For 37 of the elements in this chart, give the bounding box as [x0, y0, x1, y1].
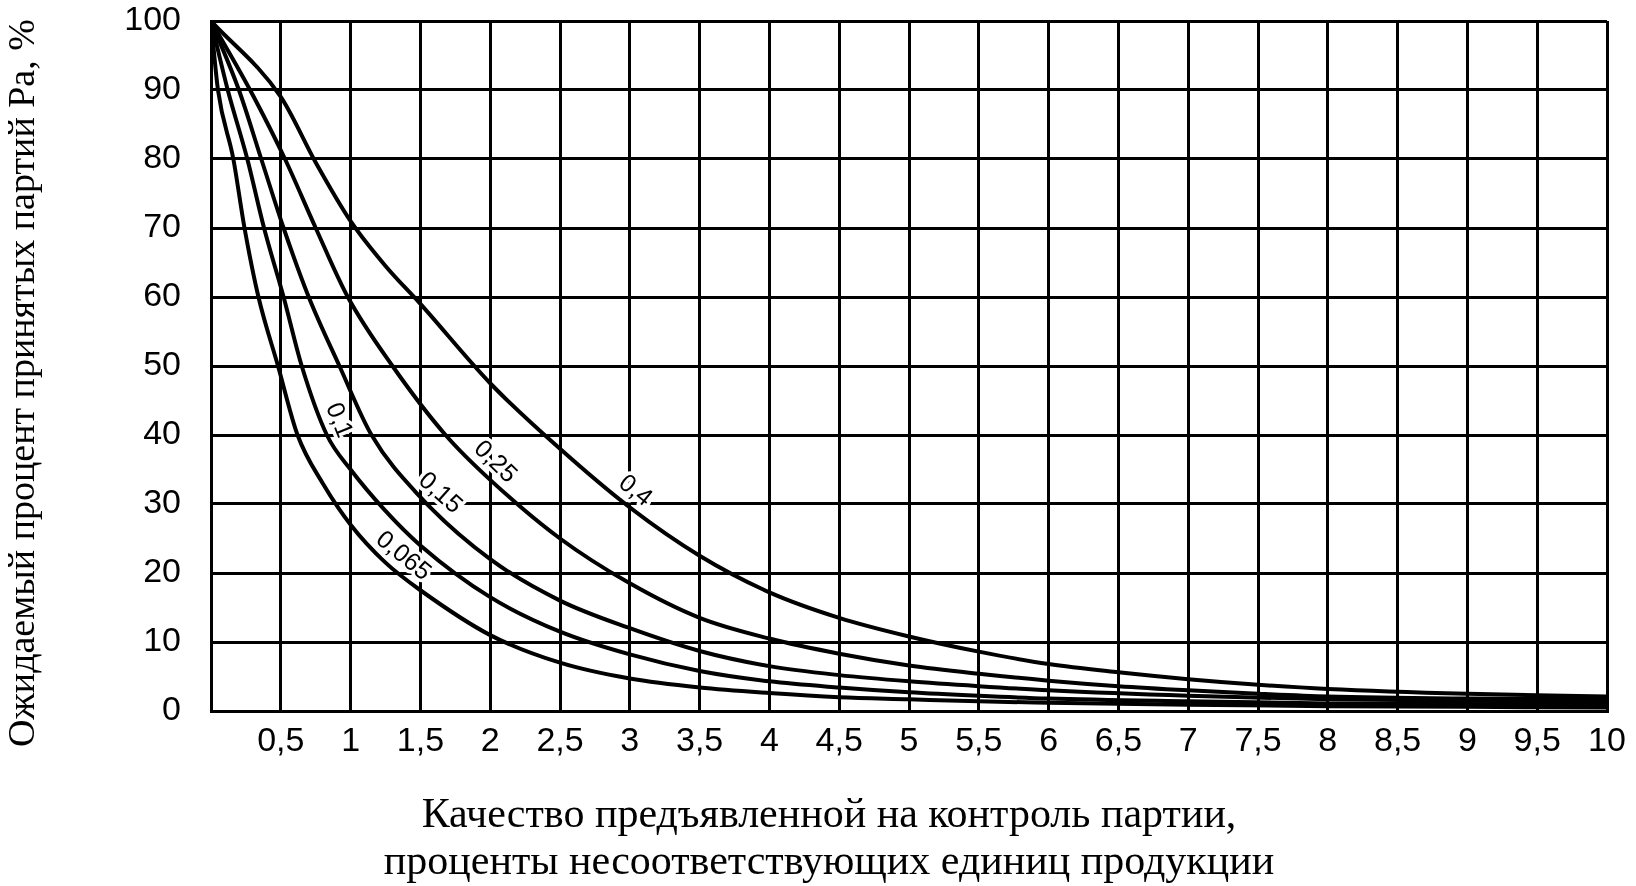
x-tick-label: 3 [620, 720, 640, 759]
text: 0,4 [614, 467, 659, 512]
x-tick-label: 4,5 [815, 720, 863, 759]
y-tick-label: 70 [143, 206, 181, 245]
text: 0,25 [469, 433, 524, 488]
x-tick-label: 2 [480, 720, 500, 759]
x-tick-label: 4 [759, 720, 779, 759]
x-tick-label: 5,5 [955, 720, 1003, 759]
y-tick-label: 100 [124, 0, 181, 38]
x-tick-label: 1 [341, 720, 361, 759]
x-tick-label: 2,5 [536, 720, 584, 759]
x-tick-label: 7,5 [1234, 720, 1282, 759]
x-tick-label: 5 [899, 720, 919, 759]
y-tick-label: 30 [143, 482, 181, 521]
y-tick-label: 90 [143, 68, 181, 107]
x-tick-label: 6 [1039, 720, 1059, 759]
y-tick-label: 0 [162, 689, 181, 728]
x-tick-label: 1,5 [396, 720, 445, 759]
y-axis-title: Ожидаемый процент принятых партий Pa, % [0, 19, 42, 747]
y-tick-label: 60 [143, 275, 181, 314]
text: 0,15 [413, 464, 469, 519]
y-tick-label: 80 [143, 137, 181, 176]
y-tick-label: 40 [143, 413, 181, 452]
x-tick-label: 9,5 [1513, 720, 1561, 759]
y-tick-label: 10 [143, 620, 181, 659]
x-tick-label: 6,5 [1094, 720, 1143, 759]
x-tick-label: 9 [1457, 720, 1477, 759]
x-tick-label: 8 [1318, 720, 1338, 759]
x-tick-label: 8,5 [1373, 720, 1422, 759]
x-tick-label: 10 [1588, 720, 1626, 759]
x-tick-label: 0,5 [257, 720, 305, 759]
text: 0,1 [321, 398, 360, 441]
x-axis-title: Качество предъявленной на контроль партии, проценты несоответствующих единиц продукции [382, 790, 1276, 884]
y-tick-label: 50 [143, 344, 181, 383]
y-tick-label: 20 [143, 551, 181, 590]
x-tick-label: 3,5 [675, 720, 724, 759]
x-tick-label: 7 [1178, 720, 1198, 759]
